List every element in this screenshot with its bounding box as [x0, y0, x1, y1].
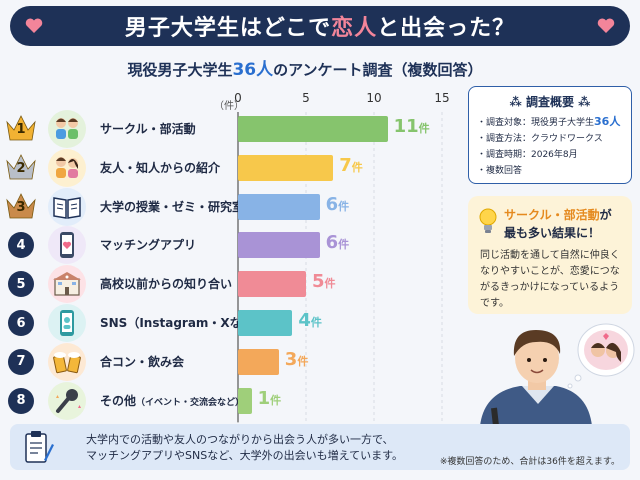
footer-note: ※複数回答のため、合計は36件を超えます。: [439, 457, 620, 467]
chart-row: 1 サークル・部活動 11件: [0, 110, 460, 148]
bar: [238, 271, 306, 298]
chart-row: 2 友人・知人からの紹介 7件: [0, 148, 460, 187]
value-label: 6件: [325, 193, 350, 215]
category-label: 大学の授業・ゼミ・研究室: [100, 199, 245, 214]
crown-icon: [6, 192, 36, 218]
rank-number: 3: [16, 199, 26, 215]
bar: [238, 232, 320, 259]
value-label: 11件: [393, 116, 430, 137]
microphone-icon: [48, 381, 86, 420]
overview-item: ・調査対象：現役男子大学生36人: [477, 115, 621, 128]
x-tick-label: 5: [302, 91, 310, 105]
value-label: 7件: [339, 154, 363, 176]
clipboard-pen-icon: [25, 431, 54, 463]
chart-row: 6 SNS（Instagram・Xなど） 4件: [0, 304, 460, 342]
bar: [238, 348, 279, 375]
axis-unit-label: （件）: [214, 101, 244, 112]
chart-row: 7 合コン・飲み会 3件: [0, 342, 460, 381]
callout-title: サークル・部活動が 最も多い結果に！: [504, 208, 612, 240]
overview-item: ・複数回答: [477, 166, 523, 176]
chart-row: 3 大学の授業・ゼミ・研究室 6件: [0, 187, 460, 226]
rank-badge: 5: [8, 271, 34, 298]
chart-row: 5 高校以前からの知り合い 5件: [0, 265, 460, 304]
beer-toast-icon: [48, 342, 86, 381]
student-illustration: [480, 323, 635, 426]
book-icon: [48, 187, 86, 226]
x-tick-label: 10: [366, 91, 382, 105]
lightbulb-icon: [479, 208, 497, 233]
footer-summary-text: 大学内での活動や友人のつながりから出会う人が多い一方で、 マッチングアプリやSNS…: [86, 433, 403, 462]
header-banner: 男子大学生はどこで恋人と出会った？: [10, 6, 630, 46]
rank-badge: 4: [8, 232, 34, 259]
value-label: 5件: [312, 271, 336, 293]
x-tick-label: 15: [434, 91, 450, 105]
rank-badge: 6: [8, 310, 34, 336]
school-building-icon: [48, 265, 86, 304]
page-title: 男子大学生はどこで恋人と出会った？: [124, 16, 516, 41]
x-tick-label: 0: [234, 91, 242, 105]
chart-row: 4 マッチングアプリ 6件: [0, 226, 460, 265]
sns-phone-icon: [48, 304, 86, 342]
overview-list: ・調査対象：現役男子大学生36人 ・調査方法：クラウドワークス ・調査時期：2026…: [477, 114, 623, 179]
students-icon: [48, 110, 86, 148]
rank-number: 1: [16, 122, 26, 137]
value-label: 6件: [325, 232, 350, 254]
overview-item: ・調査時期：2026年8月: [477, 150, 578, 160]
category-label: サークル・部活動: [100, 122, 196, 136]
overview-item: ・調査方法：クラウドワークス: [477, 134, 603, 144]
rank-badge: 8: [8, 387, 34, 414]
rank-badge: 7: [8, 348, 34, 375]
smartphone-heart-icon: [48, 226, 86, 265]
bar: [238, 387, 252, 414]
value-label: 3件: [284, 348, 309, 370]
chart-row: 8 その他（イベント・交流会など） 1件: [0, 381, 460, 420]
highlight-callout: サークル・部活動が 最も多い結果に！ 同じ活動を通して自然に仲良くなりやすいことが…: [468, 196, 632, 314]
category-label: 高校以前からの知り合い: [100, 277, 233, 292]
category-label: SNS（Instagram・Xなど）: [100, 316, 266, 330]
category-label: マッチングアプリ: [100, 238, 197, 253]
bar: [238, 310, 293, 336]
introduction-icon: [48, 148, 86, 187]
rank-number: 2: [16, 160, 26, 176]
category-label: 友人・知人からの紹介: [100, 160, 221, 175]
bar: [238, 193, 320, 220]
heart-icon: [597, 18, 615, 33]
callout-body: 同じ活動を通して自然に仲良くなりやすいことが、恋愛につながるきっかけになっている…: [480, 250, 620, 309]
heart-icon: [25, 18, 43, 33]
category-label: その他（イベント・交流会など）: [100, 393, 245, 408]
crown-icon: [6, 115, 36, 141]
value-label: 4件: [298, 310, 322, 331]
category-label: 合コン・飲み会: [100, 354, 185, 369]
overview-title: ⁂ 調査概要 ⁂: [509, 95, 591, 109]
crown-icon: [6, 153, 36, 180]
summary-footer: 大学内での活動や友人のつながりから出会う人が多い一方で、 マッチングアプリやSNS…: [10, 424, 630, 470]
survey-subtitle: 現役男子大学生36人のアンケート調査（複数回答）: [127, 60, 483, 80]
value-label: 1件: [257, 387, 282, 409]
bar: [238, 154, 334, 181]
bar: [238, 116, 388, 142]
survey-overview-box: ⁂ 調査概要 ⁂ ・調査対象：現役男子大学生36人 ・調査方法：クラウドワークス・…: [468, 86, 632, 184]
